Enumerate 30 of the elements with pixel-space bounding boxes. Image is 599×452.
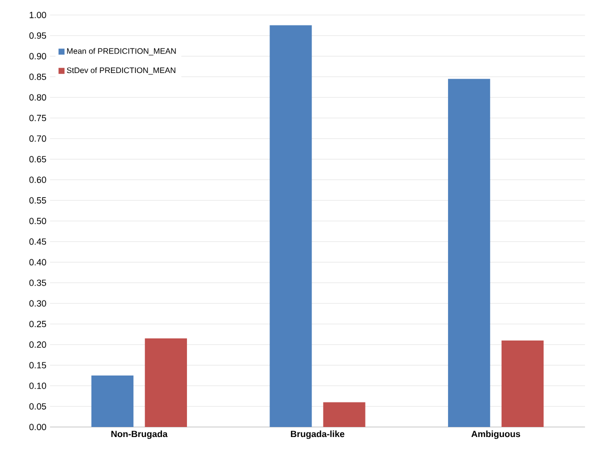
y-tick-label: 0.65: [29, 156, 46, 162]
y-tick-label: 0.90: [29, 53, 46, 60]
y-tick-label: 0.75: [29, 114, 46, 122]
bar: [323, 402, 366, 427]
y-tick-label: 0.35: [29, 280, 46, 286]
y-tick-label: 0.10: [29, 382, 46, 389]
y-tick-label: 1.00: [30, 12, 46, 18]
y-tick-label: 0.80: [29, 94, 46, 101]
y-tick-label: 0.40: [29, 259, 46, 266]
y-tick-label: 0.15: [29, 362, 46, 368]
y-tick-label: 0.25: [29, 320, 46, 328]
bar: [502, 340, 544, 427]
y-tick-label: 0.05: [29, 403, 46, 410]
bar: [91, 376, 134, 427]
bar: [270, 25, 312, 427]
y-tick-label: 0.30: [29, 300, 46, 307]
y-tick-label: 0.00: [29, 424, 46, 430]
y-tick-label: 0.85: [29, 74, 46, 80]
y-tick-label: 0.45: [29, 238, 46, 245]
bar: [448, 78, 490, 427]
y-tick-label: 0.20: [29, 341, 46, 348]
x-tick-label: Ambiguous: [471, 430, 520, 439]
y-tick-label: 0.50: [29, 218, 46, 224]
y-tick-label: 0.95: [29, 32, 46, 39]
y-tick-label: 0.55: [29, 197, 46, 204]
y-tick-label: 0.70: [29, 135, 46, 142]
x-tick-label: Brugada-like: [290, 430, 344, 439]
y-tick-label: 0.60: [29, 176, 46, 183]
x-tick-label: Non-Brugada: [111, 430, 168, 439]
bar: [144, 338, 187, 427]
